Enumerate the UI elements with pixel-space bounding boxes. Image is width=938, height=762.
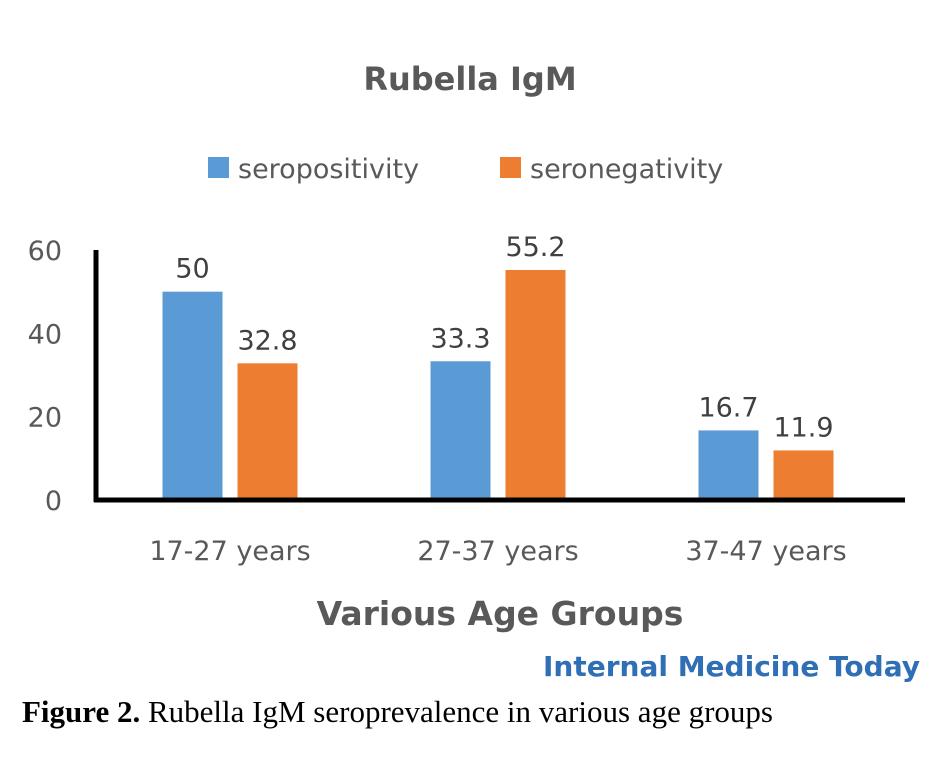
legend-label-seropositivity: seropositivity	[238, 154, 419, 185]
bar-seropositivity-37-47	[698, 430, 759, 500]
bars	[162, 270, 834, 500]
chart: Rubella IgM seropositivity seronegativit…	[28, 60, 920, 683]
figure-caption-text: Rubella IgM seroprevalence in various ag…	[140, 694, 773, 729]
y-tick-label: 20	[28, 403, 62, 434]
figure-caption: Figure 2. Rubella IgM seroprevalence in …	[22, 694, 922, 730]
x-axis-label: Various Age Groups	[317, 594, 684, 633]
data-label: 32.8	[237, 325, 297, 356]
bar-seronegativity-27-37	[505, 270, 566, 500]
data-label: 55.2	[505, 232, 565, 263]
category-labels: 17-27 years 27-37 years 37-47 years	[149, 536, 846, 567]
data-label: 33.3	[430, 323, 490, 354]
y-tick-label: 60	[28, 236, 62, 267]
data-label: 16.7	[698, 392, 758, 423]
data-label: 50	[175, 254, 209, 285]
legend-swatch-seronegativity	[500, 157, 521, 178]
y-tick-label: 40	[28, 319, 62, 350]
legend-label-seronegativity: seronegativity	[530, 154, 723, 185]
bar-seropositivity-27-37	[430, 361, 491, 500]
y-tick-label: 0	[45, 486, 62, 517]
bar-seronegativity-37-47	[773, 450, 834, 500]
legend: seropositivity seronegativity	[208, 154, 723, 185]
bar-seronegativity-17-27	[237, 363, 298, 500]
data-labels: 50 33.3 16.7 32.8 55.2 11.9	[175, 232, 833, 443]
chart-title: Rubella IgM	[363, 60, 576, 98]
category-label: 27-37 years	[417, 536, 578, 567]
figure-caption-label: Figure 2.	[22, 694, 141, 729]
legend-swatch-seropositivity	[208, 157, 229, 178]
bar-seropositivity-17-27	[162, 291, 223, 500]
category-label: 37-47 years	[685, 536, 846, 567]
y-axis-ticks: 0 20 40 60	[28, 236, 62, 517]
watermark: Internal Medicine Today	[543, 650, 920, 683]
category-label: 17-27 years	[149, 536, 310, 567]
data-label: 11.9	[773, 412, 833, 443]
